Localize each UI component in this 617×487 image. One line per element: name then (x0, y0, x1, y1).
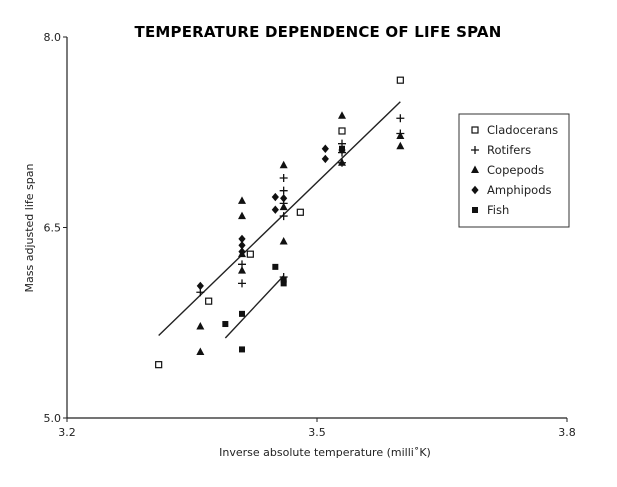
legend-marker (471, 126, 479, 134)
regression-line (224, 275, 285, 339)
data-point (238, 279, 246, 288)
series-amphipods (196, 144, 346, 291)
data-point (280, 276, 287, 283)
data-point (321, 154, 329, 164)
data-point (396, 131, 405, 140)
data-point (338, 127, 346, 135)
series-copepods (196, 111, 405, 355)
legend-marker (472, 207, 478, 213)
data-point (338, 158, 346, 166)
data-point (238, 234, 246, 244)
data-points (155, 76, 405, 369)
data-point (205, 297, 213, 305)
legend-label: Rotifers (487, 143, 531, 157)
legend-marker (471, 165, 479, 173)
regression-line (158, 101, 401, 336)
series-cladocerans (155, 76, 404, 369)
data-point (239, 346, 245, 353)
legend-label: Copepods (487, 163, 544, 177)
data-point (338, 111, 346, 119)
legend-label: Fish (487, 203, 509, 217)
data-point (279, 212, 288, 221)
x-tick-label: 3.2 (58, 426, 76, 439)
axes: 3.2 3.5 3.8 5.0 6.5 8.0 Inverse absolute tempe… (23, 31, 576, 459)
data-point (280, 194, 288, 203)
data-point (196, 322, 205, 330)
data-point (279, 236, 288, 245)
data-point (280, 280, 287, 287)
data-point (279, 186, 288, 195)
fit-lines (158, 101, 401, 339)
data-point (238, 247, 246, 256)
y-tick-label: 6.5 (44, 222, 62, 235)
data-point (246, 250, 254, 258)
legend-label: Amphipods (487, 183, 551, 197)
x-tick-label: 3.5 (308, 426, 326, 439)
data-point (222, 321, 229, 328)
data-point (272, 263, 279, 270)
data-point (321, 144, 329, 153)
legend-marker (471, 185, 479, 195)
data-point (279, 202, 288, 211)
y-tick-label: 5.0 (44, 412, 62, 425)
data-point (238, 241, 246, 250)
series-fish (222, 145, 345, 353)
data-point (396, 114, 405, 123)
y-axis-label: Mass adjusted life span (23, 164, 36, 293)
data-point (238, 196, 246, 204)
x-tick-label: 3.8 (558, 426, 576, 439)
data-point (396, 76, 404, 84)
y-tick-label: 8.0 (44, 31, 62, 44)
data-point (271, 192, 279, 202)
data-point (196, 347, 205, 355)
data-point (155, 361, 163, 369)
legend-marker (471, 146, 479, 154)
data-point (279, 173, 288, 182)
legend: Cladocerans Rotifers Copepods Amphipods Fish (458, 113, 570, 228)
data-point (279, 160, 288, 169)
data-point (271, 205, 279, 214)
data-point (196, 281, 204, 291)
data-point (239, 310, 245, 317)
x-axis-label: Inverse absolute temperature (milli˚K) (219, 446, 431, 459)
data-point (296, 208, 304, 216)
data-point (238, 211, 246, 220)
data-point (238, 266, 246, 274)
legend-label: Cladocerans (487, 123, 558, 137)
chart-title: TEMPERATURE DEPENDENCE OF LIFE SPAN (135, 23, 502, 41)
data-point (339, 145, 345, 152)
data-point (396, 141, 405, 150)
